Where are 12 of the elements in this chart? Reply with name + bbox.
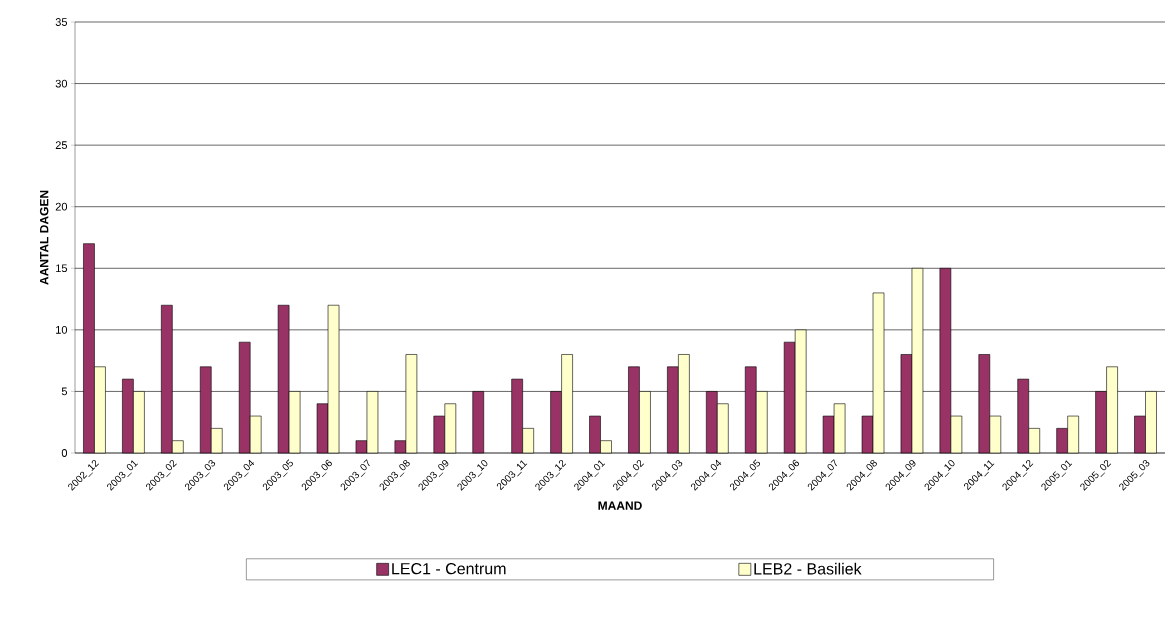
y-tick-label: 35 (55, 18, 68, 26)
y-tick-label: 10 (56, 325, 68, 334)
y-tick-label: 15 (56, 264, 68, 273)
y-axis-title: AANTAL DAGEN (39, 190, 49, 285)
x-axis-title: MAAND (598, 501, 642, 510)
y-tick-label: 20 (55, 202, 68, 211)
y-tick-label: 25 (55, 141, 68, 150)
y-tick-label: 0 (61, 449, 68, 457)
y-tick-label: 5 (61, 387, 68, 396)
legend-label: LEB2 - Basiliek (754, 562, 862, 575)
legend-label: LEC1 - Centrum (392, 563, 506, 575)
y-tick-label: 30 (55, 79, 68, 88)
